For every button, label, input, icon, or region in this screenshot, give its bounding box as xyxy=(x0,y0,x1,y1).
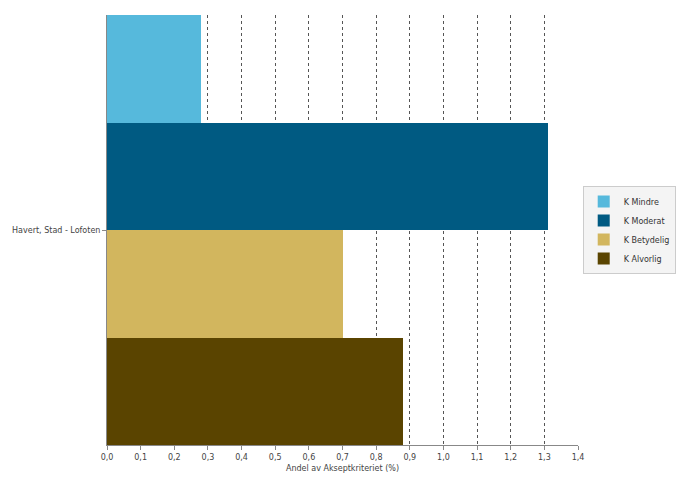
svg-text:K Mindre: K Mindre xyxy=(624,198,659,207)
svg-text:0,5: 0,5 xyxy=(269,453,282,462)
svg-text:1,4: 1,4 xyxy=(572,453,585,462)
svg-text:0,7: 0,7 xyxy=(336,453,349,462)
svg-text:K Betydelig: K Betydelig xyxy=(624,236,670,245)
svg-text:Havert, Stad - Lofoten: Havert, Stad - Lofoten xyxy=(12,226,100,235)
svg-text:0,1: 0,1 xyxy=(134,453,147,462)
svg-text:K Moderat: K Moderat xyxy=(624,217,665,226)
svg-text:0,2: 0,2 xyxy=(168,453,181,462)
svg-text:0,3: 0,3 xyxy=(202,453,215,462)
svg-text:1,0: 1,0 xyxy=(437,453,450,462)
svg-text:K Alvorlig: K Alvorlig xyxy=(624,255,662,264)
svg-text:0,6: 0,6 xyxy=(302,453,315,462)
svg-text:0,0: 0,0 xyxy=(101,453,114,462)
svg-text:1,3: 1,3 xyxy=(538,453,551,462)
svg-text:1,1: 1,1 xyxy=(471,453,484,462)
svg-text:Andel av Akseptkriteriet (%): Andel av Akseptkriteriet (%) xyxy=(286,464,399,473)
svg-text:0,9: 0,9 xyxy=(403,453,416,462)
svg-text:1,2: 1,2 xyxy=(504,453,517,462)
svg-text:0,4: 0,4 xyxy=(235,453,248,462)
svg-text:0,8: 0,8 xyxy=(370,453,383,462)
